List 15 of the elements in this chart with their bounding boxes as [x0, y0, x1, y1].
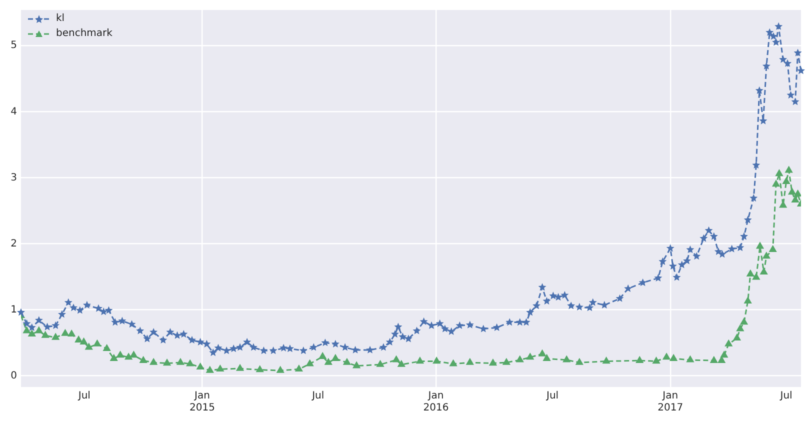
legend-label: benchmark [56, 28, 112, 39]
y-tick-label: 3 [10, 172, 17, 184]
legend-label: kl [56, 13, 65, 24]
x-tick-label: Jul [779, 390, 792, 402]
x-tick-label: Jul [545, 390, 559, 402]
y-tick-label: 1 [10, 304, 17, 316]
y-tick-label: 2 [10, 238, 17, 250]
y-tick-label: 4 [10, 106, 17, 118]
x-tick-label: Jan 2016 [423, 390, 449, 414]
x-tick-label: Jul [77, 390, 90, 402]
x-tick-label: Jan 2017 [658, 390, 684, 414]
y-tick-label: 0 [10, 370, 17, 382]
x-tick-label: Jul [311, 390, 324, 402]
y-tick-label: 5 [10, 40, 17, 52]
x-tick-label: Jan 2015 [190, 390, 215, 414]
